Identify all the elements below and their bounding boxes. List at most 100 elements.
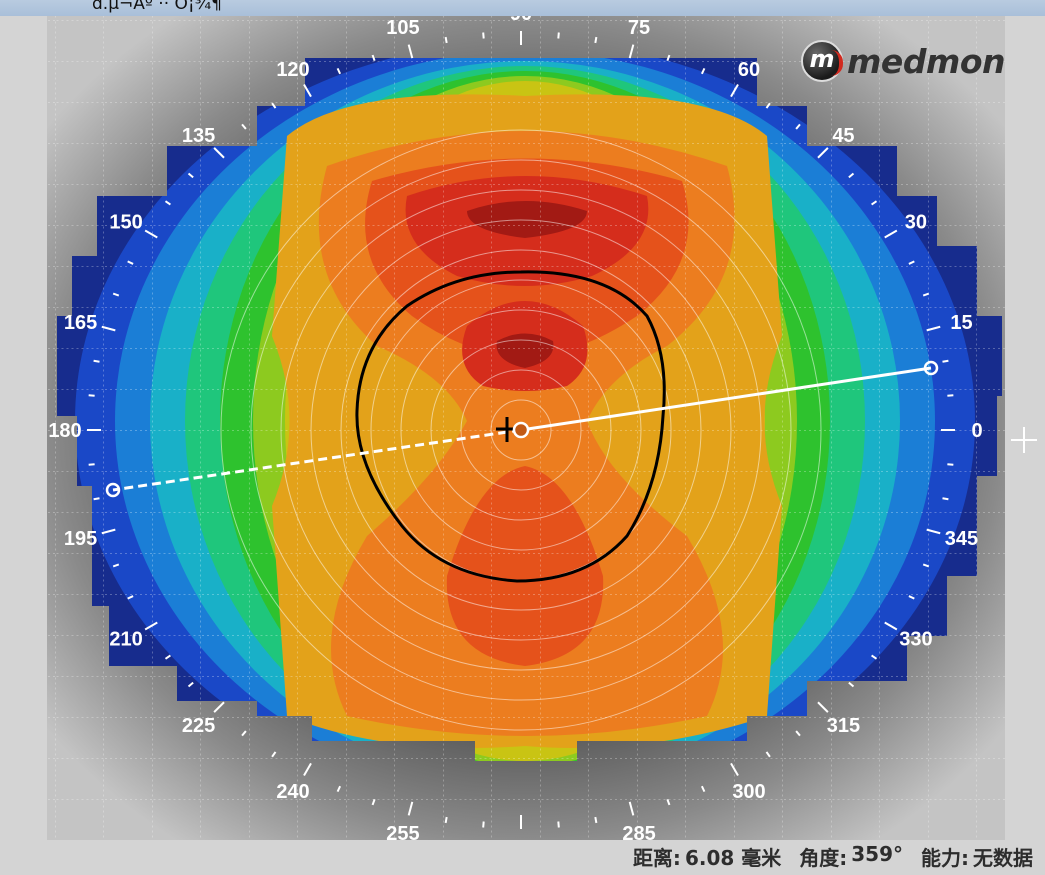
meridian-tick-315 (817, 701, 829, 713)
meridian-minor-tick (371, 798, 376, 806)
angle-value: 359° (851, 842, 903, 866)
window-title: ɑ.µ¬Àº ··⁠ Ó¡¾¶ (92, 0, 222, 14)
meridian-minor-tick (112, 563, 120, 568)
meridian-minor-tick (482, 821, 485, 828)
meridian-tick-300 (730, 762, 739, 777)
meridian-tick-60 (730, 83, 739, 98)
distance-label: 距离: (632, 846, 681, 870)
topography-map[interactable]: 0 15 30 45 60 75 90 105 120 135 150 165 180 195 210 225… (47, 16, 1005, 840)
meridian-tick-135 (213, 147, 225, 159)
meridian-minor-tick (871, 200, 878, 206)
meridian-minor-tick (444, 816, 448, 824)
status-bar: 距离: 6.08 毫米 角度: 359° 能力: 无数据 (633, 842, 1033, 871)
meridian-minor-tick (871, 654, 878, 660)
meridian-minor-tick (187, 681, 194, 688)
meridian-minor-tick (241, 730, 247, 737)
meridian-tick-255 (407, 801, 414, 816)
meridian-minor-tick (127, 260, 134, 265)
meridian-minor-tick (482, 32, 485, 39)
topography-map-svg: 0 15 30 45 60 75 90 105 120 135 150 165 180 195 210 225… (47, 16, 1005, 840)
medmont-logo: m medmon (801, 36, 1005, 86)
meridian-tick-195 (101, 528, 116, 535)
pupil-outline (355, 270, 666, 583)
medmont-brand-name: medmon (847, 41, 1005, 81)
meridian-minor-tick (922, 292, 930, 297)
meridian-label-345: 345 (945, 528, 978, 550)
center-marker (496, 417, 530, 442)
meridian-label-60: 60 (738, 59, 760, 81)
meridian-label-240: 240 (276, 781, 309, 803)
meridian-minor-tick (271, 751, 277, 758)
meridian-label-180: 180 (48, 420, 81, 442)
meridian-minor-tick (922, 563, 930, 568)
medmont-logo-icon: m (801, 40, 844, 82)
meridian-minor-tick (93, 359, 100, 363)
measurement-handle-left[interactable] (105, 482, 121, 498)
meridian-label-315: 315 (827, 715, 860, 737)
meridian-tick-30 (884, 229, 898, 239)
meridian-tick-285 (628, 801, 635, 816)
meridian-minor-tick (594, 36, 598, 44)
meridian-label-135: 135 (182, 125, 215, 147)
meridian-label-90: 90 (510, 16, 532, 25)
power-label: 能力: (921, 846, 969, 870)
meridian-tick-210 (144, 621, 158, 631)
meridian-minor-tick (93, 497, 100, 501)
meridian-label-120: 120 (276, 59, 309, 81)
meridian-minor-tick (271, 102, 277, 109)
meridian-minor-tick (700, 67, 706, 75)
meridian-label-225: 225 (182, 715, 215, 737)
meridian-minor-tick (765, 102, 771, 109)
meridian-minor-tick (795, 123, 801, 130)
title-bar: ɑ.µ¬Àº ··⁠ Ó¡¾¶ (0, 0, 1045, 16)
meridian-minor-tick (112, 292, 120, 297)
meridian-minor-tick (908, 595, 915, 600)
meridian-label-330: 330 (899, 629, 932, 651)
power-value: 无数据 (973, 846, 1033, 870)
measurement-handle-right[interactable] (923, 360, 939, 376)
meridian-minor-tick (700, 785, 706, 793)
meridian-minor-tick (795, 730, 801, 737)
meridian-tick-240 (303, 762, 312, 777)
meridian-tick-165 (101, 325, 116, 332)
meridian-label-15: 15 (950, 312, 972, 334)
meridian-ticks (87, 31, 955, 829)
meridian-minor-tick (187, 172, 194, 179)
meridian-tick-120 (303, 83, 312, 98)
meridian-tick-150 (144, 229, 158, 239)
meridian-minor-tick (666, 54, 671, 62)
power-readout: 能力: 无数据 (921, 842, 1033, 871)
meridian-minor-tick (908, 260, 915, 265)
meridian-minor-tick (336, 67, 342, 75)
meridian-minor-tick (947, 463, 954, 466)
meridian-minor-tick (942, 359, 949, 363)
meridian-minor-tick (241, 123, 247, 130)
meridian-tick-15 (926, 325, 941, 332)
meridian-label-285: 285 (622, 823, 655, 840)
meridian-label-75: 75 (628, 17, 650, 39)
meridian-minor-tick (127, 595, 134, 600)
meridian-minor-tick (164, 654, 171, 660)
meridian-labels: 0 15 30 45 60 75 90 105 120 135 150 165 180 195 210 225… (48, 16, 982, 840)
meridian-label-105: 105 (386, 17, 419, 39)
meridian-minor-tick (947, 394, 954, 397)
meridian-label-45: 45 (832, 125, 854, 147)
meridian-minor-tick (557, 821, 560, 828)
meridian-minor-tick (594, 816, 598, 824)
meridian-tick-45 (817, 147, 829, 159)
meridian-label-210: 210 (109, 629, 142, 651)
medmont-logo-letter: m (809, 45, 835, 73)
meridian-minor-tick (88, 394, 95, 397)
crosshair-cursor-icon (1011, 427, 1037, 453)
meridian-tick-105 (407, 44, 414, 59)
meridian-label-195: 195 (64, 528, 97, 550)
meridian-minor-tick (371, 54, 376, 62)
meridian-minor-tick (88, 463, 95, 466)
meridian-tick-345 (926, 528, 941, 535)
meridian-label-270: 270 (504, 837, 537, 840)
meridian-minor-tick (765, 751, 771, 758)
meridian-minor-tick (942, 497, 949, 501)
meridian-label-150: 150 (109, 212, 142, 234)
measurement-line[interactable] (105, 360, 939, 498)
meridian-tick-75 (628, 44, 635, 59)
